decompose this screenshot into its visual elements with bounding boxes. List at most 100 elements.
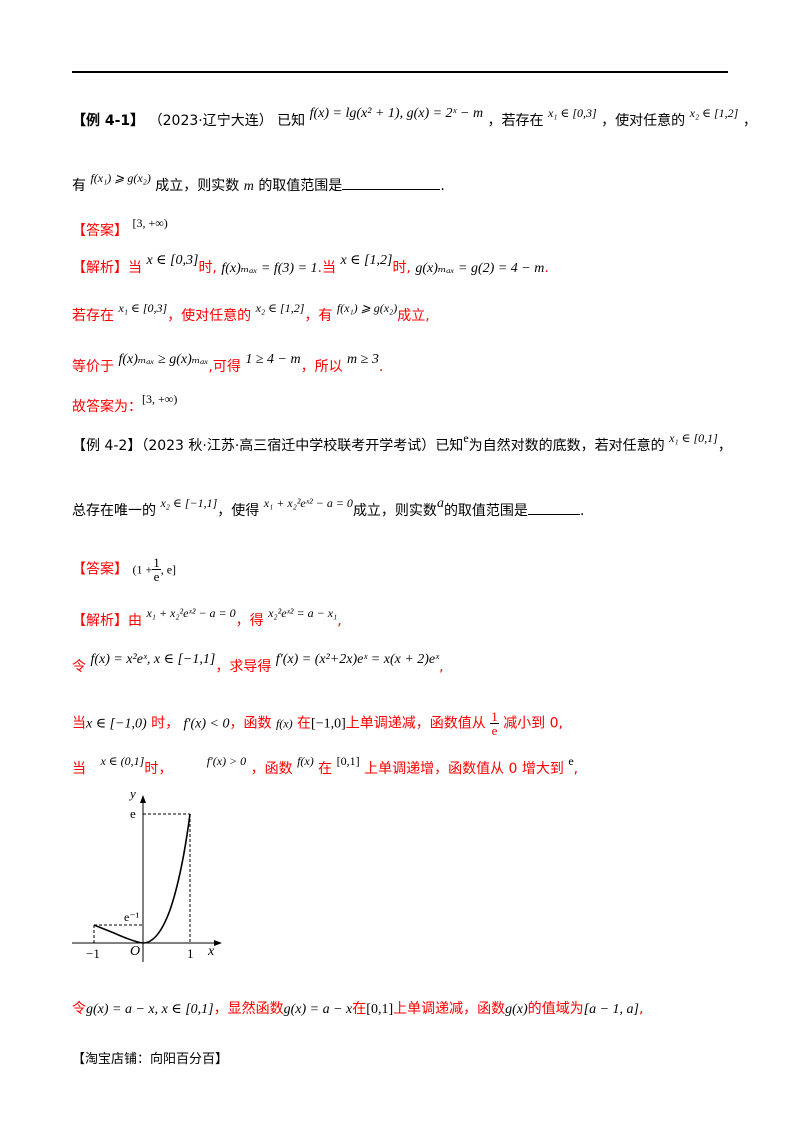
text: 若存在: [72, 308, 114, 324]
answer-label: 【答案】: [72, 223, 128, 239]
math-e: e: [463, 431, 469, 445]
example1-label: 【例 4-1】: [72, 113, 145, 129]
text: 上单调递减，函数值从: [345, 715, 486, 732]
text: 的值域为: [527, 1001, 584, 1017]
tick-e-inverse: e⁻¹: [124, 910, 140, 924]
text: 在: [318, 761, 333, 777]
math: x₂²eˣ² = a − x₁: [268, 606, 338, 620]
math: f′(x) = (x²+2x)eˣ = x(x + 2)eˣ: [275, 652, 440, 667]
math: f(x): [275, 716, 293, 731]
numerator: 1: [490, 709, 499, 724]
example2-analysis-line1: 【解析】由 x₁ + x₂²eˣ² − a = 0，得 x₂²eˣ² = a −…: [72, 606, 342, 630]
text: 的取值范围是: [258, 178, 343, 194]
text: 已知: [277, 113, 306, 129]
text: 减小到 0,: [503, 715, 563, 732]
math: f′(x) > 0: [206, 754, 247, 768]
graph-svg: [72, 795, 222, 962]
text: 时，: [144, 761, 173, 777]
origin-label: O: [130, 944, 141, 959]
text: 令: [72, 1001, 86, 1017]
x-axis-label: x: [208, 944, 215, 959]
answer-value: [3, +∞): [132, 216, 168, 230]
math: f(x)ₘₐₓ ≥ g(x)ₘₐₓ: [118, 352, 209, 367]
math: [−1,0]: [311, 716, 346, 732]
math: x ∈ [0,3]: [146, 253, 199, 268]
math: g(x) = a − x, x ∈ [0,1]: [86, 1002, 214, 1017]
text: ，求导得: [215, 659, 272, 675]
math-functions: f(x) = lg(x² + 1), g(x) = 2ˣ − m: [309, 106, 484, 121]
example2-source: （2023 秋·江苏·高三宿迁中学校联考开学考试）: [141, 438, 436, 454]
tick-e: e: [130, 806, 136, 821]
text: .当: [317, 260, 336, 276]
math: x ∈ (0,1]: [100, 754, 145, 768]
text: 时,: [392, 260, 411, 276]
example2-analysis-line5: 令g(x) = a − x, x ∈ [0,1]，显然函数g(x) = a − …: [72, 1000, 643, 1019]
example1-answer: 【答案】 [3, +∞): [72, 216, 168, 240]
text: ，有: [304, 308, 333, 324]
example1-analysis-line3: 等价于 f(x)ₘₐₓ ≥ g(x)ₘₐₓ,可得 1 ≥ 4 − m，所以 m …: [72, 352, 384, 377]
text: ，使得: [217, 503, 260, 519]
text: ，得: [235, 613, 264, 629]
example1-question-line1: 【例 4-1】 （2023·辽宁大连） 已知 f(x) = lg(x² + 1)…: [72, 106, 757, 131]
text: 成立，则实数: [155, 178, 240, 194]
text: 上单调递增，函数值从 0 增大到: [364, 761, 564, 777]
math: f(x)ₘₐₓ = f(3) = 1: [221, 261, 318, 276]
math: 1 ≥ 4 − m: [245, 352, 301, 367]
math: g(x): [505, 1002, 528, 1017]
math: x ∈ [1,2]: [340, 253, 393, 268]
example2-analysis-line4: 当 x ∈ (0,1]时， f′(x) > 0 ，函数 f(x) 在 [0,1]…: [72, 754, 579, 778]
text: ，若存在: [487, 113, 544, 129]
text: ,: [439, 659, 444, 675]
text: 在: [352, 1001, 367, 1017]
text: ,可得: [208, 359, 241, 375]
text: 成立,: [397, 308, 430, 324]
text: ,: [573, 761, 579, 777]
text: ，使对任意的: [167, 308, 252, 324]
example2-analysis-line3: 当x ∈ [−1,0) 时， f′(x) < 0，函数 f(x) 在[−1,0]…: [72, 710, 563, 737]
tick-neg1: −1: [86, 946, 100, 961]
text: 当: [128, 260, 142, 276]
example1-analysis-line1: 【解析】当 x ∈ [0,3]时, f(x)ₘₐₓ = f(3) = 1.当 x…: [72, 253, 549, 278]
math: x₁ ∈ [0,3]: [118, 301, 168, 315]
text: .: [378, 359, 384, 375]
text: ,: [337, 613, 342, 629]
analysis-label: 【解析】: [72, 260, 128, 276]
math: [a − 1, a]: [583, 1002, 639, 1017]
tick-1: 1: [187, 946, 194, 961]
math-x2-range: x₂ ∈ [1,2]: [689, 106, 739, 120]
math-x1-range: x₁ ∈ [0,3]: [547, 106, 597, 120]
math: g(x)ₘₐₓ = g(2) = 4 − m: [415, 261, 545, 276]
text: 令: [72, 659, 86, 675]
text: ，函数: [250, 761, 293, 777]
text: 在: [297, 715, 312, 732]
example1-conclusion: 故答案为：[3, +∞): [72, 392, 177, 416]
text: 时,: [198, 260, 217, 276]
denominator: e: [153, 569, 160, 584]
example2-question-line2: 总存在唯一的 x₂ ∈ [−1,1]，使得 x₁ + x₂²eˣ² − a = …: [72, 496, 585, 521]
denominator: e: [491, 723, 498, 738]
math-inequality: f(x₁) ⩾ g(x₂): [90, 171, 151, 185]
text: ，所以: [300, 359, 343, 375]
text: 故答案为：: [72, 399, 142, 415]
text: .: [579, 503, 585, 519]
math: , e]: [160, 562, 177, 577]
text: 成立，则实数: [352, 503, 437, 519]
math: f(x₁) ⩾ g(x₂): [336, 301, 398, 315]
text: ，: [742, 113, 757, 129]
example1-source: （2023·辽宁大连）: [148, 113, 273, 129]
header-rule: [72, 71, 728, 73]
math: x₂ ∈ [1,2]: [255, 301, 305, 315]
math: [0,1]: [336, 754, 360, 768]
math: f(x): [297, 754, 314, 768]
y-axis-label: y: [130, 786, 136, 801]
math: m ≥ 3: [347, 352, 379, 367]
function-graph: y x O e e⁻¹ −1 1: [70, 786, 230, 970]
text: 当: [72, 761, 86, 777]
text: 已知: [435, 438, 464, 454]
text: ,: [639, 1001, 644, 1017]
math: g(x) = a − x: [283, 1002, 353, 1017]
text: .: [544, 260, 549, 276]
text: 的取值范围是: [443, 503, 528, 519]
example1-analysis-line2: 若存在 x₁ ∈ [0,3]，使对任意的 x₂ ∈ [1,2]，有 f(x₁) …: [72, 301, 430, 325]
